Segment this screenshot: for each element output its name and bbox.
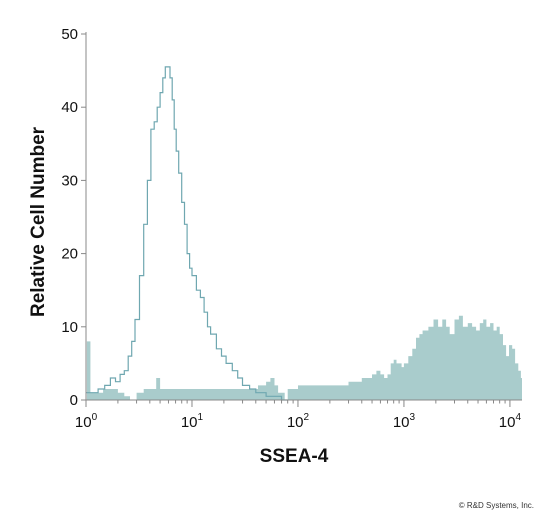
y-tick-label: 0 [70, 392, 78, 409]
x-tick-label: 102 [287, 412, 310, 431]
y-axis-title: Relative Cell Number [28, 126, 49, 317]
y-tick-label: 30 [61, 172, 78, 189]
copyright-notice: © R&D Systems, Inc. [458, 501, 534, 510]
x-tick-label: 101 [181, 412, 204, 431]
x-tick-label: 100 [75, 412, 98, 431]
x-axis-title: SSEA-4 [260, 446, 329, 467]
y-tick-label: 10 [61, 319, 78, 336]
series-outline-histogram [86, 66, 288, 401]
y-tick-label: 20 [61, 246, 78, 263]
x-tick-label: 104 [499, 412, 522, 431]
y-tick-label: 50 [61, 26, 78, 43]
y-axis: 0 10 20 30 40 50 [61, 26, 87, 409]
plot-area [86, 66, 522, 401]
x-tick-label: 103 [393, 412, 416, 431]
x-axis: 100 101 102 103 104 [75, 399, 522, 431]
y-tick-label: 40 [61, 99, 78, 116]
series-filled-histogram [86, 315, 522, 400]
